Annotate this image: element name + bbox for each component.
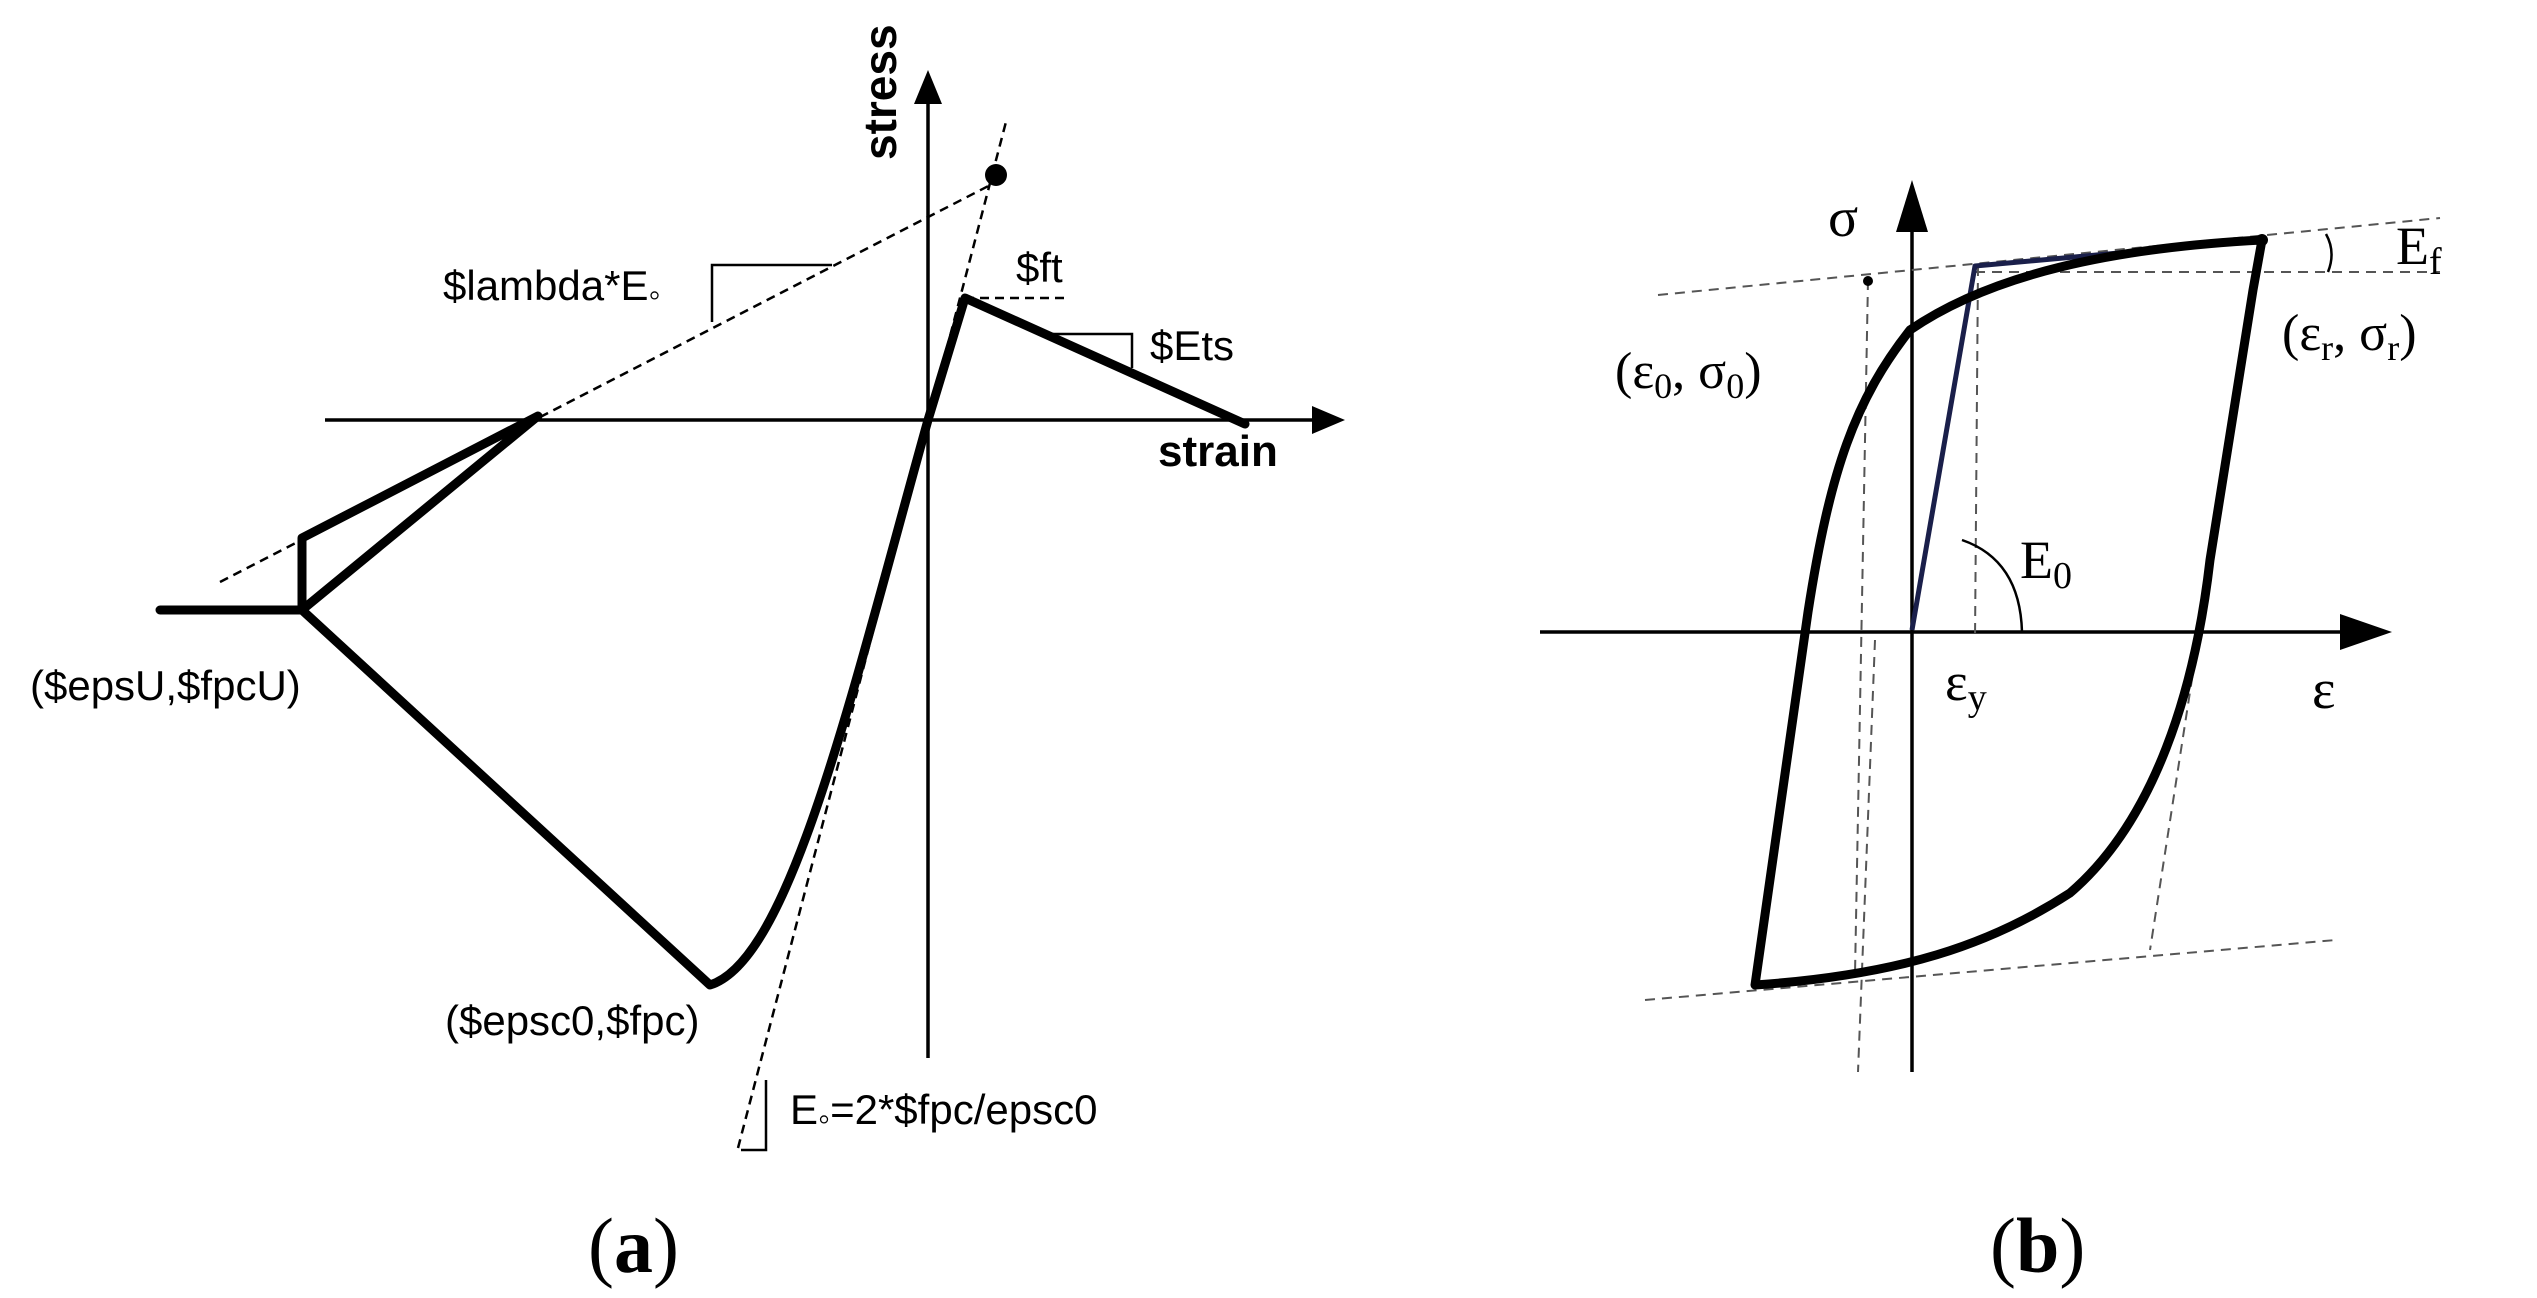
panel-b-origin-point-label: (ε0, σ0) <box>1615 343 1762 406</box>
panel-b-e0-angle-arc <box>1961 538 2024 633</box>
panel-a-e0-slope-marker <box>741 1080 768 1152</box>
panel-a-epsu-point-label: ($epsU,$fpcU) <box>30 662 301 709</box>
panel-b-stress-label: σ <box>1828 187 1858 249</box>
panel-a-strain-label: strain <box>1158 427 1278 476</box>
panel-a-compression-envelope <box>155 293 1250 990</box>
panel-b-strain-arrow-icon <box>2340 614 2392 650</box>
panel-a-lambda-tangent-line <box>219 178 1001 584</box>
panel-b-reversal-point-label: (εr, σr) <box>2282 305 2417 368</box>
panel-b-stress-arrow-icon <box>1896 180 1928 232</box>
panel-b-strain-label: ε <box>2312 659 2336 721</box>
panel-b-lower-asymptote <box>1644 939 2337 1001</box>
panel-a-lambda-slope-marker <box>710 263 832 322</box>
panel-a-tag: (a) <box>588 1202 679 1289</box>
panel-a-unload-reload-loop <box>297 411 543 615</box>
panel-b-eps-y-label: εy <box>1945 652 1987 719</box>
panel-b-yield-vertical <box>1974 265 1979 641</box>
panel-b-ef-label: Ef <box>2396 216 2442 283</box>
panel-b-origin-point-dot <box>1863 276 1873 286</box>
panel-a-peak-dot <box>985 164 1007 186</box>
panel-b-origin-dash <box>1857 639 1876 1073</box>
panel-a-epsc0-point-label: ($epsc0,$fpc) <box>445 997 699 1044</box>
panel-a-stress-arrow-icon <box>914 70 942 104</box>
panel-b-hysteresis-loop <box>1750 235 2267 990</box>
panel-a-ft-label: $ft <box>1016 244 1063 291</box>
panel-a-e0-label: E◦=2*$fpc/epsc0 <box>790 1086 1097 1138</box>
panel-a-concrete-model: stress strain $lambda*E◦ $ft $Ets ($epsU… <box>30 24 1345 1289</box>
panel-a-ets-slope-marker <box>1052 332 1134 368</box>
panel-a-stress-label: stress <box>854 24 906 160</box>
panel-b-e0-label: E0 <box>2020 530 2072 597</box>
panel-b-steel-model: σ ε Ef E0 εy (ε0, σ0) (εr, σr) (b) <box>1540 180 2442 1289</box>
panel-a-strain-arrow-icon <box>1312 406 1345 434</box>
panel-a-ets-label: $Ets <box>1150 322 1234 369</box>
panel-b-tag: (b) <box>1990 1202 2085 1289</box>
panel-b-upper-asymptote <box>1657 217 2441 296</box>
panel-b-ef-angle-arc <box>2324 233 2333 273</box>
panel-a-lambda-label: $lambda*E◦ <box>443 262 661 314</box>
panel-b-left-unload-dash <box>1854 279 1869 975</box>
